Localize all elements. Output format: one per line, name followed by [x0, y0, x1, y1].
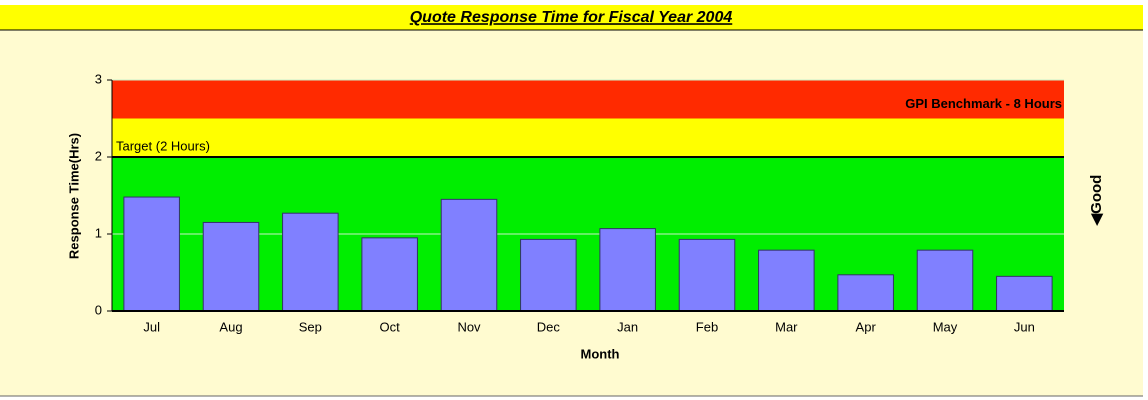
bar — [202, 221, 260, 312]
y-tick-label: 1 — [95, 225, 102, 240]
x-tick-label: Nov — [457, 319, 481, 334]
x-axis-label: Month — [581, 346, 620, 361]
bar — [758, 249, 815, 312]
x-tick-label: Aug — [219, 319, 242, 334]
target-label: Target (2 Hours) — [116, 138, 210, 153]
x-tick-label: Feb — [696, 319, 718, 334]
y-tick-label: 2 — [95, 148, 102, 163]
band — [112, 80, 1064, 119]
bar — [123, 196, 180, 312]
y-tick-label: 0 — [95, 302, 102, 317]
band — [112, 118, 1064, 157]
x-tick-label: Mar — [775, 319, 798, 334]
x-tick-label: Oct — [380, 319, 401, 334]
bar — [282, 212, 339, 312]
bar — [599, 228, 656, 312]
bar — [916, 249, 974, 312]
bar — [996, 275, 1053, 312]
bar — [440, 198, 498, 312]
bar — [837, 274, 894, 312]
y-axis-label: Response Time(Hrs) — [66, 133, 81, 259]
bar — [678, 238, 736, 312]
x-tick-label: May — [933, 319, 958, 334]
side-label: ◀Good — [1088, 175, 1105, 227]
x-tick-label: Jul — [143, 319, 160, 334]
x-tick-label: Jun — [1014, 319, 1035, 334]
bar — [361, 237, 418, 312]
x-tick-label: Sep — [299, 319, 322, 334]
title-bar — [0, 5, 1143, 30]
x-tick-label: Apr — [856, 319, 877, 334]
x-tick-label: Dec — [537, 319, 561, 334]
benchmark-label: GPI Benchmark - 8 Hours — [905, 96, 1062, 111]
y-tick-label: 3 — [95, 71, 102, 86]
chart-title: Quote Response Time for Fiscal Year 2004 — [410, 9, 733, 26]
bar — [520, 238, 577, 312]
x-tick-label: Jan — [617, 319, 638, 334]
